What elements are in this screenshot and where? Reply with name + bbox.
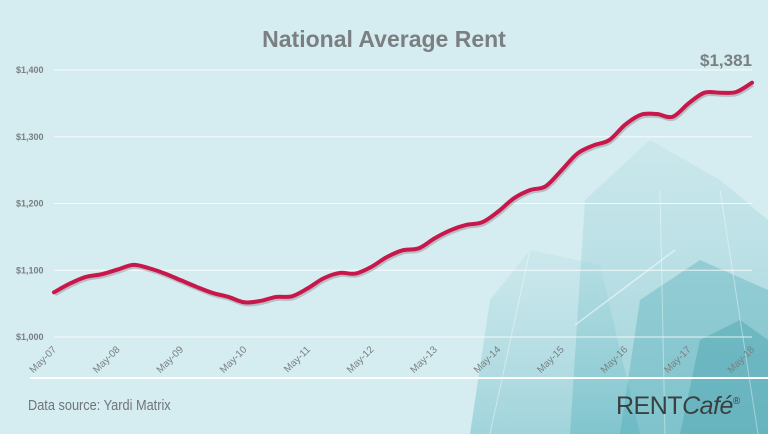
y-tick-label: $1,400 — [16, 65, 44, 75]
end-value-label: $1,381 — [700, 51, 752, 70]
x-tick-label: May-09 — [155, 344, 187, 376]
x-tick-label: May-10 — [218, 344, 250, 376]
y-tick-label: $1,100 — [16, 265, 44, 275]
x-tick-label: May-07 — [28, 344, 60, 376]
chart-title: National Average Rent — [262, 26, 506, 52]
data-source: Data source: Yardi Matrix — [28, 397, 171, 414]
x-tick-label: May-13 — [408, 344, 440, 376]
x-tick-label: May-08 — [91, 344, 123, 376]
y-tick-label: $1,000 — [16, 332, 44, 342]
y-tick-label: $1,200 — [16, 199, 44, 209]
x-tick-label: May-12 — [345, 344, 377, 376]
x-tick-label: May-11 — [282, 344, 313, 375]
building-background — [470, 140, 768, 434]
rentcafe-logo: RENTCafé® — [616, 392, 740, 420]
y-tick-label: $1,300 — [16, 132, 44, 142]
